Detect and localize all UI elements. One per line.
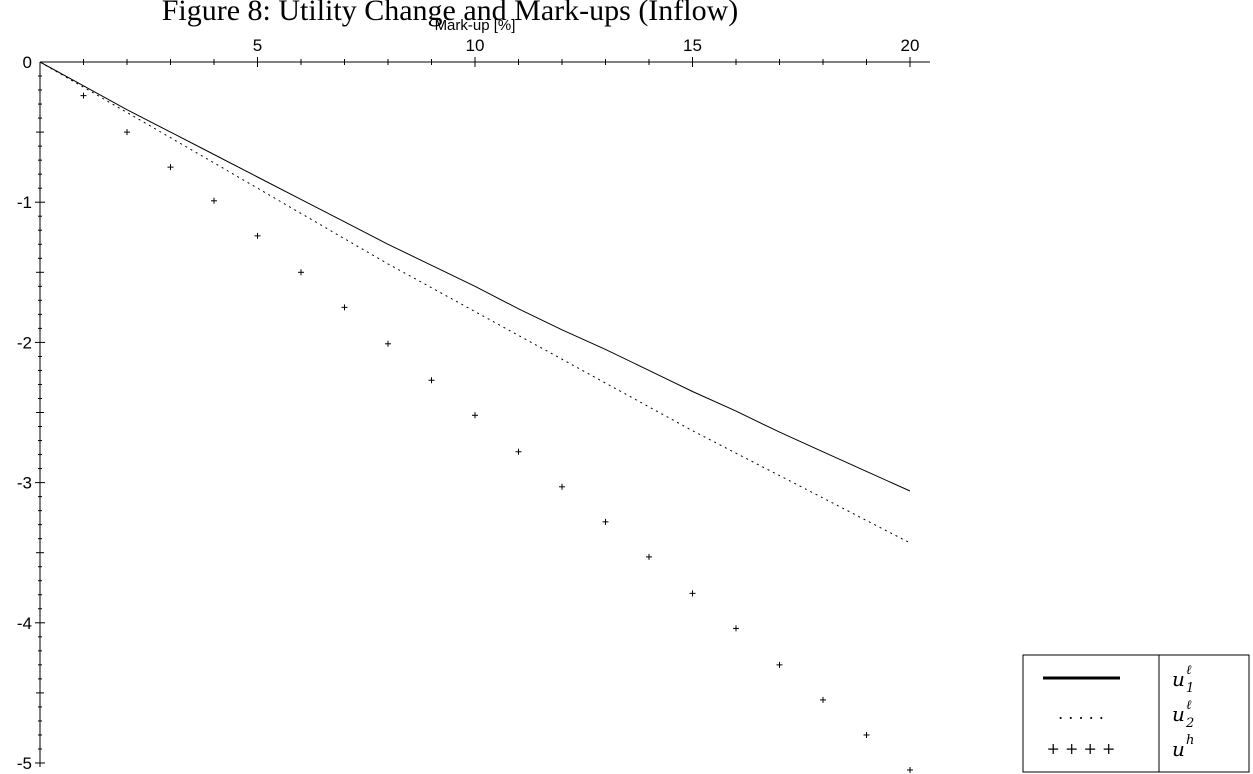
y-tick-label--4: -4 — [17, 614, 32, 633]
legend-box — [1022, 654, 1250, 773]
series-2-point-6 — [341, 304, 348, 311]
plot-area — [39, 61, 913, 774]
legend-label-sup-0: ℓ — [1186, 663, 1192, 678]
x-axis-label: Mark-up [%] — [435, 17, 516, 34]
y-tick-label--3: -3 — [17, 474, 32, 493]
series-2-point-14 — [689, 590, 696, 597]
x-tick-label-5: 5 — [253, 36, 262, 55]
series-2-point-4 — [254, 232, 261, 239]
x-tick-label-10: 10 — [466, 36, 485, 55]
series-2-point-12 — [602, 518, 609, 525]
legend-label-1: u — [1172, 702, 1185, 726]
y-tick-label--1: -1 — [17, 193, 32, 212]
y-tick-label--5: -5 — [17, 754, 32, 773]
series-2-point-13 — [646, 553, 652, 560]
series-2-point-18 — [863, 731, 870, 738]
series-2-point-17 — [820, 696, 826, 703]
legend-symbol-1: . . . . . — [1058, 704, 1104, 723]
series-2-point-15 — [733, 625, 739, 632]
series-2-point-1 — [124, 129, 130, 136]
x-tick-label-15: 15 — [683, 36, 702, 55]
y-tick-label-0: 0 — [23, 53, 32, 72]
legend-label-2: u — [1172, 737, 1185, 761]
series-2-point-7 — [385, 340, 391, 347]
legend-label-sup-1: ℓ — [1186, 698, 1192, 713]
series-2-point-5 — [298, 269, 304, 276]
y-tick-label--2: -2 — [17, 333, 32, 352]
series-1-line — [39, 61, 911, 544]
legend-symbol-2: + + + + — [1047, 739, 1116, 758]
axes: 5 10 15 20 0 -1 -2 -3 -4 -5 — [17, 36, 930, 773]
series-2-point-16 — [776, 661, 783, 668]
legend-label-sub-0: 1 — [1186, 681, 1194, 696]
legend-label-sub-1: 2 — [1185, 716, 1194, 731]
series-2-point-8 — [428, 377, 435, 384]
series-0-line — [39, 61, 911, 492]
chart-title: Figure 8: Utility Change and Mark-ups (I… — [162, 0, 739, 27]
legend-label-0: u — [1172, 667, 1185, 691]
legend-label-sup-2: h — [1186, 733, 1194, 748]
legend: u ℓ1. . . . . u ℓ2+ + + + u h — [1022, 654, 1250, 773]
series-2-point-2 — [167, 164, 174, 171]
series-2-point-0 — [80, 92, 87, 99]
series-2-point-11 — [559, 483, 565, 490]
series-2-point-9 — [472, 412, 478, 419]
x-tick-label-20: 20 — [901, 36, 920, 55]
series-2-point-3 — [211, 197, 217, 204]
series-2-point-10 — [515, 448, 522, 455]
series-2-point-19 — [907, 767, 913, 774]
